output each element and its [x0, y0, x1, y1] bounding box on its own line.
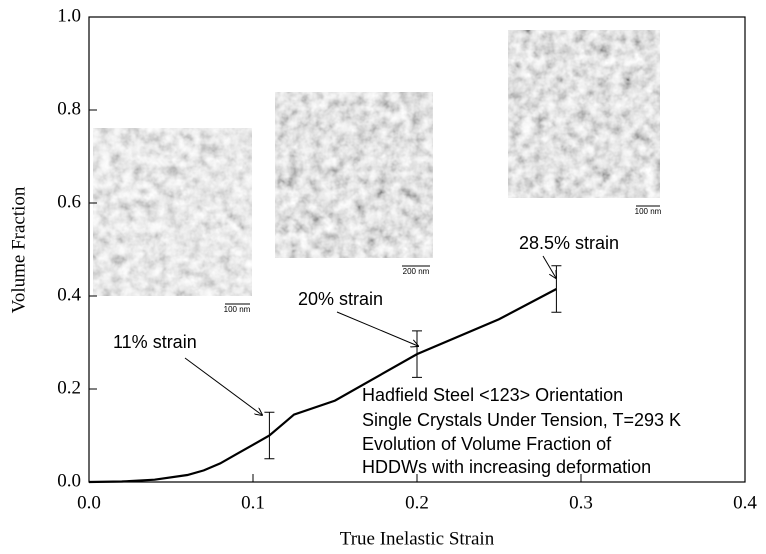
- y-tick-label: 0.8: [57, 98, 81, 119]
- y-tick-label: 0.4: [57, 284, 81, 305]
- y-tick-label: 0.0: [57, 470, 81, 491]
- note: Hadfield Steel <123> Orientation: [362, 385, 623, 405]
- x-tick-label: 0.2: [405, 492, 429, 513]
- annotation: 28.5% strain: [519, 233, 619, 253]
- note: HDDWs with increasing deformation: [362, 457, 651, 477]
- y-tick-label: 1.0: [57, 5, 81, 26]
- arrow: [337, 312, 418, 346]
- error-bar: [264, 412, 274, 459]
- annotation: 20% strain: [298, 289, 383, 309]
- note: Single Crystals Under Tension, T=293 K: [362, 410, 681, 430]
- annotation: 11% strain: [113, 332, 197, 352]
- note: Evolution of Volume Fraction of: [362, 434, 612, 454]
- x-tick-label: 0.0: [77, 492, 101, 513]
- arrow: [543, 256, 556, 278]
- micrograph: [275, 92, 433, 258]
- y-tick-label: 0.2: [57, 377, 81, 398]
- chart: 100 nm 200 nm 100 nm 11% strain 20% stra…: [0, 0, 766, 554]
- micrograph: [93, 128, 252, 296]
- x-tick-label: 0.4: [733, 492, 757, 513]
- x-tick-label: 0.3: [569, 492, 593, 513]
- y-tick-label: 0.6: [57, 191, 81, 212]
- scale-label: 200 nm: [403, 267, 430, 276]
- y-axis-label: Volume Fraction: [8, 186, 29, 313]
- x-axis-label: True Inelastic Strain: [340, 528, 495, 549]
- scale-label: 100 nm: [635, 207, 662, 216]
- arrow: [185, 358, 262, 415]
- micrograph: [508, 30, 660, 198]
- scale-label: 100 nm: [224, 305, 251, 314]
- x-tick-label: 0.1: [241, 492, 265, 513]
- error-bar: [412, 331, 422, 378]
